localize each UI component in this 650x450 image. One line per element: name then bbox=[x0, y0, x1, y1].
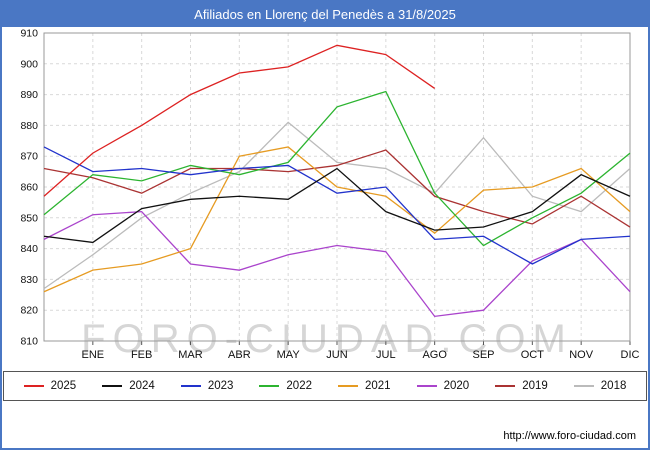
legend-item-2018: 2018 bbox=[573, 380, 627, 392]
legend-label-2019: 2019 bbox=[522, 380, 548, 392]
x-tick-label: AGO bbox=[422, 349, 447, 361]
series-line-2022 bbox=[43, 90, 631, 247]
legend-item-2023: 2023 bbox=[180, 380, 234, 392]
y-tick-label: 860 bbox=[20, 182, 38, 194]
x-tick-label: MAY bbox=[277, 349, 301, 361]
y-tick-label: 900 bbox=[20, 58, 38, 70]
series-line-2019 bbox=[43, 149, 631, 228]
y-tick-label: 870 bbox=[20, 151, 38, 163]
y-tick-label: 850 bbox=[20, 212, 38, 224]
legend-swatch-2020 bbox=[416, 385, 437, 387]
legend-item-2025: 2025 bbox=[23, 380, 77, 392]
legend-swatch-2019 bbox=[495, 385, 516, 387]
series-line-2020 bbox=[43, 210, 631, 318]
legend-label-2024: 2024 bbox=[129, 380, 155, 392]
y-tick-label: 840 bbox=[20, 243, 38, 255]
x-tick-label: OCT bbox=[521, 349, 545, 361]
legend-label-2018: 2018 bbox=[600, 380, 627, 392]
watermark-text: FORO-CIUDAD.COM bbox=[81, 317, 573, 361]
y-tick-label: 880 bbox=[20, 120, 38, 132]
x-tick-label: SEP bbox=[472, 349, 494, 361]
legend-label-2021: 2021 bbox=[365, 380, 391, 392]
x-tick-label: FEB bbox=[131, 349, 152, 361]
page-title: Afiliados en Llorenç del Penedès a 31/8/… bbox=[194, 7, 456, 22]
legend-item-2022: 2022 bbox=[259, 380, 312, 392]
chart-area: FORO-CIUDAD.COM 810 820 830 840 850 860 870 880… bbox=[2, 27, 650, 362]
y-tick-label: 810 bbox=[20, 336, 38, 348]
series-line-2023 bbox=[43, 146, 631, 265]
legend-item-2019: 2019 bbox=[495, 380, 548, 392]
chart-legend: 2025 2024 2023 2022 2021 2020 2019 2018 bbox=[2, 371, 648, 401]
series-line-2025 bbox=[43, 44, 436, 197]
y-tick-label: 890 bbox=[20, 89, 38, 101]
x-tick-label: NOV bbox=[569, 349, 594, 361]
legend-swatch-2024 bbox=[102, 385, 123, 387]
legend-label-2020: 2020 bbox=[443, 380, 470, 392]
legend-label-2023: 2023 bbox=[207, 380, 234, 392]
legend-label-2025: 2025 bbox=[50, 380, 77, 392]
legend-label-2022: 2022 bbox=[286, 380, 312, 392]
footer-url-link[interactable]: http://www.foro-ciudad.com bbox=[503, 430, 636, 442]
series-line-2018 bbox=[43, 121, 631, 290]
legend-swatch-2025 bbox=[23, 385, 44, 387]
legend-item-2020: 2020 bbox=[416, 380, 470, 392]
legend-swatch-2023 bbox=[180, 385, 201, 387]
x-tick-label: DIC bbox=[621, 349, 640, 361]
line-chart-svg: 810 820 830 840 850 860 870 880 890 900 910 ENE FEB M… bbox=[20, 28, 640, 362]
legend-item-2021: 2021 bbox=[338, 380, 391, 392]
legend-swatch-2018 bbox=[573, 385, 594, 387]
x-tick-label: MAR bbox=[178, 349, 203, 361]
legend-item-2024: 2024 bbox=[102, 380, 155, 392]
legend-swatch-2022 bbox=[259, 385, 280, 387]
x-tick-label: ABR bbox=[228, 349, 251, 361]
series-line-2021 bbox=[43, 146, 631, 293]
x-tick-label: ENE bbox=[82, 349, 105, 361]
x-tick-label: JUN bbox=[326, 349, 347, 361]
plot-frame bbox=[43, 32, 631, 342]
chart-title-bar: Afiliados en Llorenç del Penedès a 31/8/… bbox=[2, 2, 648, 27]
legend-swatch-2021 bbox=[338, 385, 358, 387]
y-tick-label: 910 bbox=[20, 28, 38, 40]
x-tick-label: JUL bbox=[376, 349, 396, 361]
y-tick-label: 830 bbox=[20, 274, 38, 286]
series-line-2024 bbox=[43, 167, 631, 244]
y-tick-label: 820 bbox=[20, 305, 38, 317]
